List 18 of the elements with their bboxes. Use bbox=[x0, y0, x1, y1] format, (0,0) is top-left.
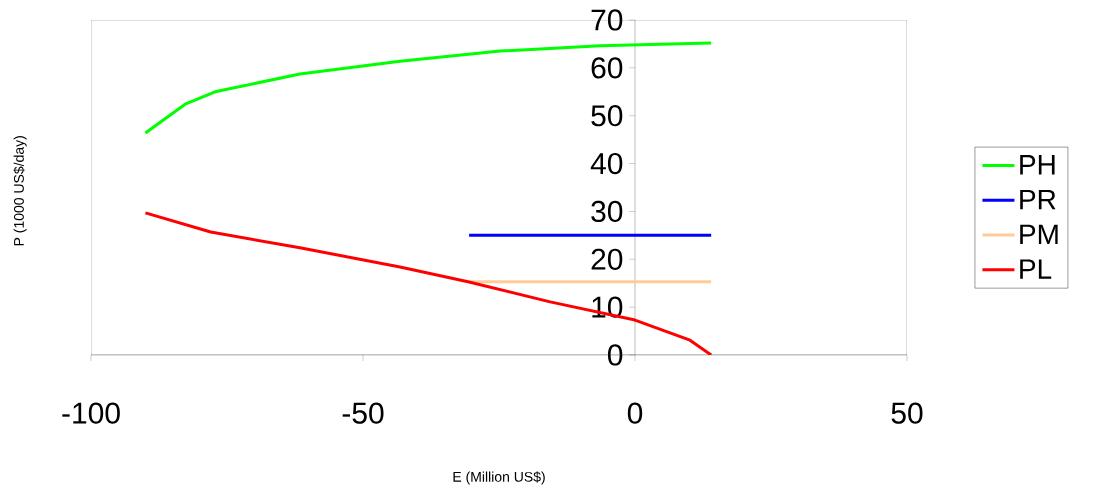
legend-label: PR bbox=[1020, 189, 1056, 210]
y-tick-label: 60 bbox=[591, 57, 623, 79]
x-tick-label: -100 bbox=[62, 402, 120, 424]
y-tick-label: 0 bbox=[607, 344, 623, 366]
legend-label: PM bbox=[1020, 224, 1058, 244]
x-tick-label: 50 bbox=[891, 402, 923, 424]
x-tick-label: -50 bbox=[342, 402, 384, 424]
y-tick-label: 50 bbox=[591, 105, 623, 127]
legend-label: PH bbox=[1020, 155, 1055, 175]
y-tick-label: 40 bbox=[590, 152, 623, 175]
y-tick-label: 20 bbox=[591, 248, 623, 270]
x-tick-label: 0 bbox=[627, 402, 643, 424]
y-tick-label: 30 bbox=[591, 200, 623, 223]
y-tick-label: 70 bbox=[591, 9, 623, 31]
y-axis-title: P (1000 US$/day) bbox=[13, 136, 27, 246]
legend-label: PL bbox=[1020, 259, 1052, 279]
line-series bbox=[143, 41, 713, 135]
x-axis-title: E (Million US$) bbox=[453, 471, 545, 485]
